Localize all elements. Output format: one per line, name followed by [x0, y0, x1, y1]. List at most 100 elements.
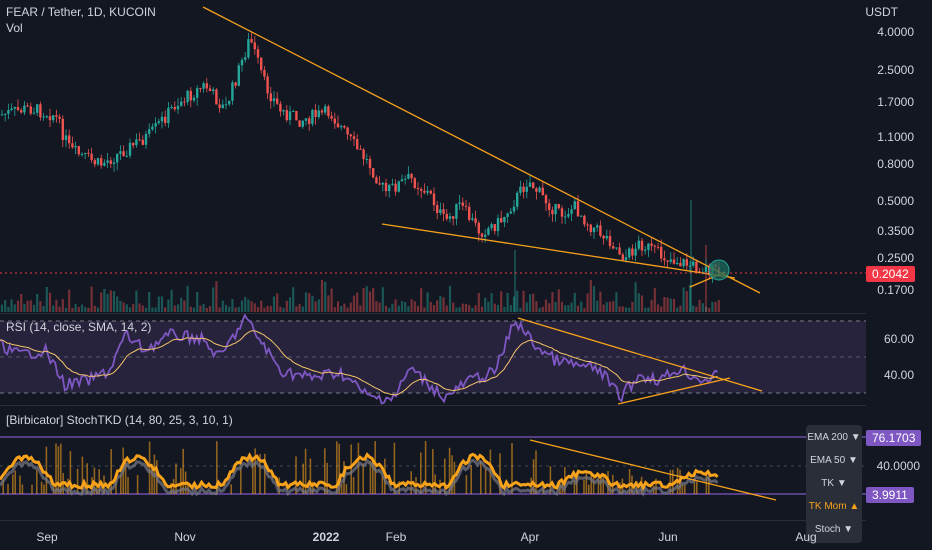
volume-bar — [487, 301, 490, 312]
volume-bar — [455, 307, 458, 312]
volume-bar — [196, 291, 199, 312]
x-tick: 2022 — [312, 530, 340, 544]
volume-bar — [436, 300, 439, 312]
volume-bar — [109, 290, 112, 312]
candle-body — [378, 183, 381, 185]
candle-body — [0, 114, 4, 116]
stoch-histogram-bar — [602, 473, 604, 494]
stoch-histogram-bar — [576, 477, 578, 494]
volume-title: Vol — [6, 21, 23, 35]
volume-bar — [656, 304, 660, 312]
volume-bar — [244, 296, 247, 312]
stoch-histogram-bar — [585, 472, 588, 494]
candle-body — [237, 65, 240, 86]
candle-body — [436, 205, 439, 213]
candle-body — [365, 158, 368, 160]
volume-legend[interactable]: Vol — [6, 21, 23, 35]
lower-trendline — [381, 223, 736, 279]
price-pane[interactable] — [0, 6, 866, 312]
toggle-ema-200[interactable]: EMA 200 ▼ — [807, 432, 861, 443]
toggle-stoch[interactable]: Stoch ▼ — [814, 524, 854, 535]
candle-body — [637, 240, 640, 249]
stoch-histogram-bar — [12, 474, 14, 494]
volume-bar — [621, 306, 624, 312]
volume-bar — [157, 296, 160, 312]
volume-bar — [228, 306, 231, 312]
volume-bar — [333, 307, 336, 312]
candle-body — [461, 202, 464, 206]
candle-body — [176, 105, 180, 110]
stoch-histogram-bar — [259, 454, 261, 494]
candle-body — [311, 109, 314, 124]
volume-bar — [647, 307, 650, 312]
pane-separator-2[interactable] — [0, 405, 866, 406]
candle-body — [656, 246, 660, 248]
candle-body — [416, 187, 420, 190]
candle-body — [144, 133, 148, 145]
candle-body — [551, 209, 554, 215]
toggle-tk[interactable]: TK ▼ — [821, 478, 847, 489]
volume-bar — [532, 293, 535, 312]
stoch-histogram-bar — [55, 443, 57, 494]
symbol-legend[interactable]: FEAR / Tether, 1D, KUCOIN — [6, 5, 156, 19]
candle-body — [135, 139, 138, 146]
candle-body — [372, 168, 375, 178]
candle-body — [410, 173, 413, 179]
candle-body — [20, 110, 23, 113]
wedge-apex-marker — [708, 259, 730, 281]
candle-body — [196, 88, 199, 98]
rsi-pane[interactable] — [0, 312, 866, 405]
upper-trendline — [202, 6, 761, 294]
stoch-pane[interactable] — [0, 436, 866, 501]
candle-body — [260, 57, 263, 71]
toggle-tk-mom[interactable]: TK Mom ▲ — [808, 501, 860, 512]
volume-bar — [576, 305, 580, 312]
stoch-histogram-bar — [7, 484, 9, 494]
stoch-histogram-bar — [43, 484, 45, 494]
volume-bar — [215, 281, 218, 312]
candle-body — [541, 187, 544, 196]
candle-body — [141, 139, 144, 145]
stoch-histogram-bar — [381, 475, 384, 494]
volume-bar — [698, 299, 701, 312]
candle-body — [644, 249, 647, 251]
volume-bar — [477, 293, 480, 312]
volume-bar — [116, 296, 119, 312]
volume-bar — [320, 279, 324, 312]
candle-body — [391, 183, 394, 185]
candle-body — [212, 89, 215, 92]
rsi-legend[interactable]: RSI (14, close, SMA, 14, 2) — [6, 320, 151, 334]
candle-body — [608, 235, 612, 247]
stoch-histogram-bar — [470, 465, 472, 494]
volume-bar — [544, 299, 548, 312]
candle-body — [90, 153, 93, 161]
stoch-legend[interactable]: [Birbicator] StochTKD (14, 80, 25, 3, 10… — [6, 413, 233, 427]
volume-bar — [493, 303, 496, 312]
volume-bar — [103, 288, 106, 312]
stoch-histogram-bar — [535, 450, 537, 494]
stoch-histogram-bar — [19, 475, 21, 494]
stoch-histogram-bar — [182, 448, 184, 494]
candle-body — [368, 158, 372, 169]
candle-body — [685, 259, 688, 266]
volume-bar — [666, 297, 669, 312]
candle-body — [618, 247, 621, 255]
candle-body — [180, 101, 183, 106]
volume-bar — [128, 307, 132, 312]
candle-body — [516, 192, 519, 207]
pane-separator-1[interactable] — [0, 313, 866, 314]
volume-bar — [608, 301, 612, 312]
volume-bar — [474, 305, 477, 312]
candle-body — [304, 118, 308, 121]
stoch-tick: 40.0000 — [876, 459, 920, 473]
candle-body — [615, 247, 618, 249]
stoch-histogram-bar — [69, 451, 72, 494]
volume-bar — [458, 307, 461, 312]
stoch-histogram-bar — [148, 441, 151, 494]
toggle-ema-50[interactable]: EMA 50 ▼ — [810, 455, 858, 466]
volume-bar — [429, 301, 432, 312]
candle-body — [448, 216, 452, 219]
candle-body — [64, 135, 68, 141]
stoch-histogram-bar — [693, 480, 696, 494]
